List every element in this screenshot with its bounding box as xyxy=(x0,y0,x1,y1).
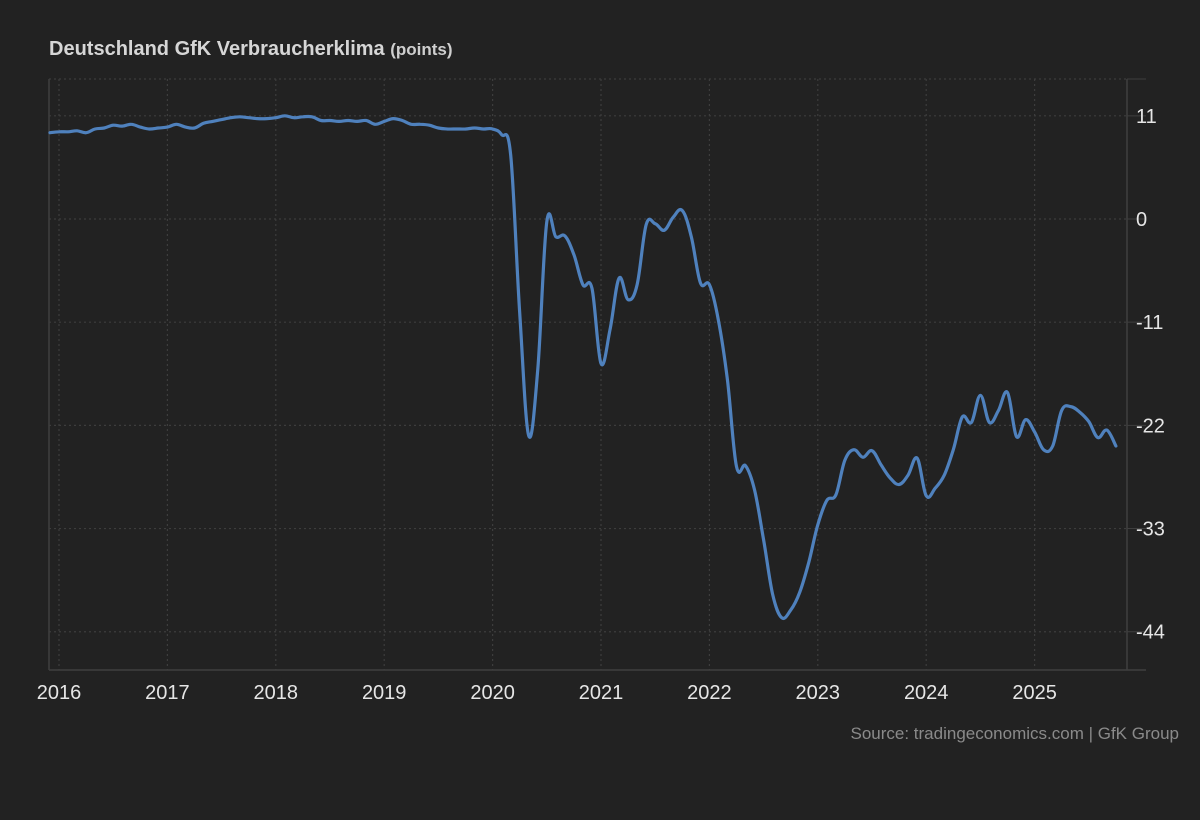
x-tick-label: 2016 xyxy=(37,682,82,704)
y-tick-label: -44 xyxy=(1136,622,1165,644)
y-tick-label: -22 xyxy=(1136,415,1165,437)
x-axis-ticks: 2016 2017 2018 2019 2020 2021 2022 2023 2024 2025 xyxy=(37,682,1057,704)
chart-title: Deutschland GfK Verbraucherklima (points… xyxy=(49,38,453,61)
x-tick-label: 2017 xyxy=(145,682,190,704)
source-attribution: Source: tradingeconomics.com | GfK Group xyxy=(850,724,1179,743)
axes xyxy=(48,78,1146,671)
x-tick-label: 2020 xyxy=(470,682,515,704)
y-tick-label: -33 xyxy=(1136,519,1165,541)
gridlines xyxy=(49,78,1127,670)
y-tick-label: -11 xyxy=(1136,312,1163,334)
y-tick-label: 11 xyxy=(1136,106,1157,128)
x-tick-label: 2023 xyxy=(796,682,841,704)
y-axis-ticks: 11 0 -11 -22 -33 -44 xyxy=(1127,106,1165,644)
series-line xyxy=(48,114,1118,620)
y-tick-label: 0 xyxy=(1136,209,1147,231)
chart-title-text: Deutschland GfK Verbraucherklima xyxy=(49,38,385,60)
x-tick-label: 2022 xyxy=(687,682,732,704)
x-tick-label: 2025 xyxy=(1012,682,1057,704)
x-tick-label: 2019 xyxy=(362,682,407,704)
chart-unit: (points) xyxy=(390,40,453,59)
x-tick-label: 2018 xyxy=(254,682,299,704)
x-tick-label: 2024 xyxy=(904,682,949,704)
x-tick-label: 2021 xyxy=(579,682,624,704)
